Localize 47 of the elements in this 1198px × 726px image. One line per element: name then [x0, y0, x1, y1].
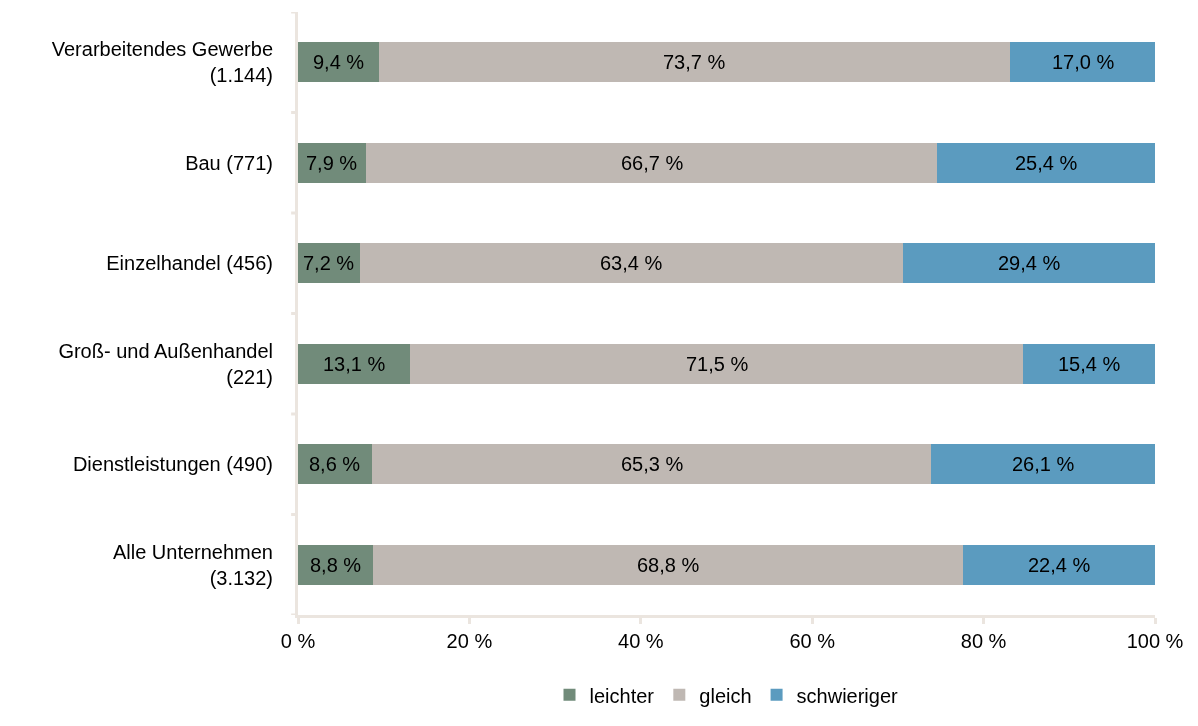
- data-label: 73,7 %: [663, 51, 726, 73]
- bar: [903, 243, 1155, 284]
- legend-label: gleich: [699, 684, 752, 707]
- x-tick-label: 20 %: [446, 630, 493, 652]
- bar: [298, 343, 411, 384]
- bar: [931, 444, 1155, 485]
- y-tick-label: Verarbeitendes Gewerbe (1.144): [51, 38, 273, 87]
- data-label: 7,9 %: [306, 152, 358, 174]
- data-label: 8,6 %: [309, 453, 361, 475]
- x-tick-label: 40 %: [618, 630, 664, 652]
- data-label: 29,4 %: [998, 252, 1061, 274]
- x-tick-label: 60 %: [789, 630, 836, 652]
- data-label: 63,4 %: [600, 252, 663, 274]
- y-tick-label: Groß- und Außenhandel (221): [58, 339, 273, 388]
- bar: [378, 42, 1011, 83]
- data-label: 65,3 %: [621, 453, 684, 475]
- data-label: 68,8 %: [637, 554, 700, 576]
- bar: [937, 142, 1155, 183]
- bar: [371, 444, 932, 485]
- legend-label: schwieriger: [796, 684, 899, 707]
- data-label: 26,1 %: [1012, 453, 1075, 475]
- legend-label: leichter: [589, 684, 655, 707]
- data-label: 15,4 %: [1058, 353, 1121, 375]
- data-label: 66,7 %: [621, 152, 684, 174]
- bar: [1010, 42, 1155, 83]
- bar: [963, 544, 1155, 585]
- bar: [1023, 343, 1155, 384]
- y-tick-label: Bau (771): [185, 151, 273, 174]
- y-tick-label: Alle Unternehmen (3.132): [112, 540, 273, 589]
- data-label: 71,5 %: [686, 353, 749, 375]
- data-label: 17,0 %: [1052, 51, 1115, 73]
- y-tick-label: Einzelhandel (456): [106, 252, 273, 275]
- data-label: 22,4 %: [1028, 554, 1091, 576]
- data-label: 7,2 %: [303, 252, 355, 274]
- bar: [365, 142, 938, 183]
- bar: [410, 343, 1024, 384]
- x-tick-label: 80 %: [960, 630, 1007, 652]
- y-tick-label: Dienstleistungen (490): [72, 453, 273, 476]
- data-label: 9,4 %: [313, 51, 365, 73]
- bar: [359, 243, 904, 284]
- data-label: 8,8 %: [310, 554, 362, 576]
- data-label: 25,4 %: [1015, 152, 1078, 174]
- x-tick-label: 100 %: [1126, 630, 1184, 652]
- bar: [298, 42, 379, 83]
- data-label: 13,1 %: [323, 353, 386, 375]
- x-tick-label: 0 %: [280, 630, 316, 652]
- bar: [373, 544, 964, 585]
